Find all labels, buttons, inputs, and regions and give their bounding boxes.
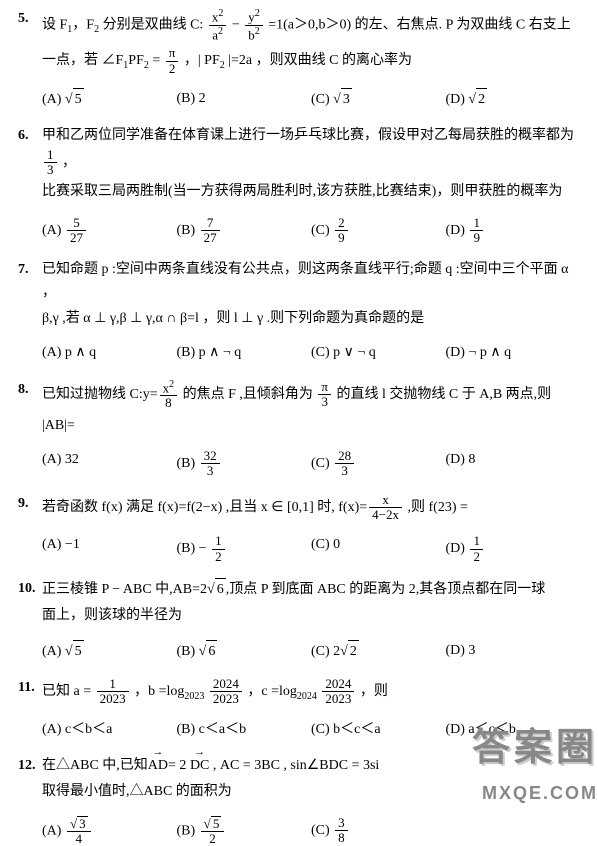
question-line: 比赛采取三局两胜制(当一方获得两局胜利时,该方获胜,比赛结束)，则甲获胜的概率为 — [42, 181, 580, 203]
option-A: (A) √34 — [42, 816, 177, 846]
question-6: 6.甲和乙两位同学准备在体育课上进行一场乒乓球比赛，假设甲对乙每局获胜的概率都为… — [18, 125, 580, 245]
question-10: 10.正三棱锥 P − ABC 中,AB=2√6,顶点 P 到底面 ABC 的距… — [18, 578, 580, 663]
option-D: (D) 12 — [446, 534, 581, 564]
question-line: 甲和乙两位同学准备在体育课上进行一场乒乓球比赛，假设甲对乙每局获胜的概率都为 1… — [42, 125, 580, 177]
question-line: 正三棱锥 P − ABC 中,AB=2√6,顶点 P 到底面 ABC 的距离为 … — [42, 578, 580, 601]
option-B: (B) − 12 — [177, 534, 312, 564]
option-D: (D) 3 — [446, 640, 581, 663]
question-5: 5.设 F1，F2 分别是双曲线 C: x2a2 − y2b2 =1(a＞0,b… — [18, 8, 580, 111]
option-A: (A) p ∧ q — [42, 342, 177, 364]
question-9: 9.若奇函数 f(x) 满足 f(x)=f(2−x) ,且当 x ∈ [0,1]… — [18, 493, 580, 564]
question-line: 若奇函数 f(x) 满足 f(x)=f(2−x) ,且当 x ∈ [0,1] 时… — [42, 493, 580, 523]
question-number: 12. — [18, 755, 42, 777]
option-C: (C) 0 — [311, 534, 446, 564]
option-C: (C) 38 — [311, 816, 446, 846]
question-7: 7.已知命题 p :空间中两条直线没有公共点，则这两条直线平行;命题 q :空间… — [18, 259, 580, 365]
option-B: (B) 2 — [177, 88, 312, 111]
watermark-big: 答案圈 — [472, 718, 598, 779]
question-text: 已知命题 p :空间中两条直线没有公共点，则这两条直线平行;命题 q :空间中三… — [42, 259, 580, 334]
watermark: 答案圈 MXQE.COM — [472, 718, 598, 808]
question-number: 8. — [18, 379, 42, 401]
option-A: (A) c＜b＜a — [42, 719, 177, 741]
watermark-small: MXQE.COM — [472, 779, 598, 808]
options-row: (A) 32(B) 323(C) 283(D) 8 — [42, 449, 580, 479]
option-B: (B) √52 — [177, 816, 312, 846]
option-C: (C) 283 — [311, 449, 446, 479]
option-B: (B) c＜a＜b — [177, 719, 312, 741]
option-D: (D) ¬ p ∧ q — [446, 342, 581, 364]
question-line: 已知命题 p :空间中两条直线没有公共点，则这两条直线平行;命题 q :空间中三… — [42, 259, 580, 304]
option-A: (A) √5 — [42, 640, 177, 663]
question-text: 设 F1，F2 分别是双曲线 C: x2a2 − y2b2 =1(a＞0,b＞0… — [42, 8, 580, 80]
question-text: 已知过抛物线 C:y=x28 的焦点 F ,且倾斜角为 π3 的直线 l 交抛物… — [42, 379, 580, 441]
options-row: (A) −1(B) − 12(C) 0(D) 12 — [42, 534, 580, 564]
options-row: (A) p ∧ q(B) p ∧ ¬ q(C) p ∨ ¬ q(D) ¬ p ∧… — [42, 342, 580, 364]
question-line: 一点，若 ∠F1PF2 = π2 ，| PF2 |=2a ，则双曲线 C 的离心… — [42, 46, 580, 76]
option-D — [446, 816, 581, 846]
question-line: 面上，则该球的半径为 — [42, 605, 580, 627]
question-line: β,γ ,若 α ⊥ γ,β ⊥ γ,α ∩ β=l ，则 l ⊥ γ .则下列… — [42, 308, 580, 330]
question-number: 10. — [18, 578, 42, 600]
option-A: (A) −1 — [42, 534, 177, 564]
option-C: (C) 2√2 — [311, 640, 446, 663]
option-C: (C) √3 — [311, 88, 446, 111]
option-A: (A) 32 — [42, 449, 177, 479]
question-number: 11. — [18, 677, 42, 699]
option-D: (D) 8 — [446, 449, 581, 479]
option-A: (A) √5 — [42, 88, 177, 111]
option-C: (C) b＜c＜a — [311, 719, 446, 741]
question-number: 7. — [18, 259, 42, 281]
option-C: (C) p ∨ ¬ q — [311, 342, 446, 364]
option-A: (A) 527 — [42, 216, 177, 246]
option-D: (D) 19 — [446, 216, 581, 246]
question-text: 已知 a = 12023 ，b =log2023 20242023 ，c =lo… — [42, 677, 580, 711]
option-B: (B) √6 — [177, 640, 312, 663]
question-text: 甲和乙两位同学准备在体育课上进行一场乒乓球比赛，假设甲对乙每局获胜的概率都为 1… — [42, 125, 580, 207]
question-8: 8.已知过抛物线 C:y=x28 的焦点 F ,且倾斜角为 π3 的直线 l 交… — [18, 379, 580, 479]
options-row: (A) √5(B) 2(C) √3(D) √2 — [42, 88, 580, 111]
question-line: 设 F1，F2 分别是双曲线 C: x2a2 − y2b2 =1(a＞0,b＞0… — [42, 8, 580, 42]
question-line: |AB|= — [42, 415, 580, 437]
option-B: (B) p ∧ ¬ q — [177, 342, 312, 364]
question-number: 5. — [18, 8, 42, 30]
question-line: 已知过抛物线 C:y=x28 的焦点 F ,且倾斜角为 π3 的直线 l 交抛物… — [42, 379, 580, 411]
options-row: (A) 527(B) 727(C) 29(D) 19 — [42, 216, 580, 246]
question-text: 若奇函数 f(x) 满足 f(x)=f(2−x) ,且当 x ∈ [0,1] 时… — [42, 493, 580, 527]
option-C: (C) 29 — [311, 216, 446, 246]
options-row: (A) √5(B) √6(C) 2√2(D) 3 — [42, 640, 580, 663]
option-D: (D) √2 — [446, 88, 581, 111]
option-B: (B) 323 — [177, 449, 312, 479]
options-row: (A) √34(B) √52(C) 38 — [42, 816, 580, 846]
question-number: 6. — [18, 125, 42, 147]
question-line: 已知 a = 12023 ，b =log2023 20242023 ，c =lo… — [42, 677, 580, 707]
question-text: 正三棱锥 P − ABC 中,AB=2√6,顶点 P 到底面 ABC 的距离为 … — [42, 578, 580, 632]
question-number: 9. — [18, 493, 42, 515]
option-B: (B) 727 — [177, 216, 312, 246]
